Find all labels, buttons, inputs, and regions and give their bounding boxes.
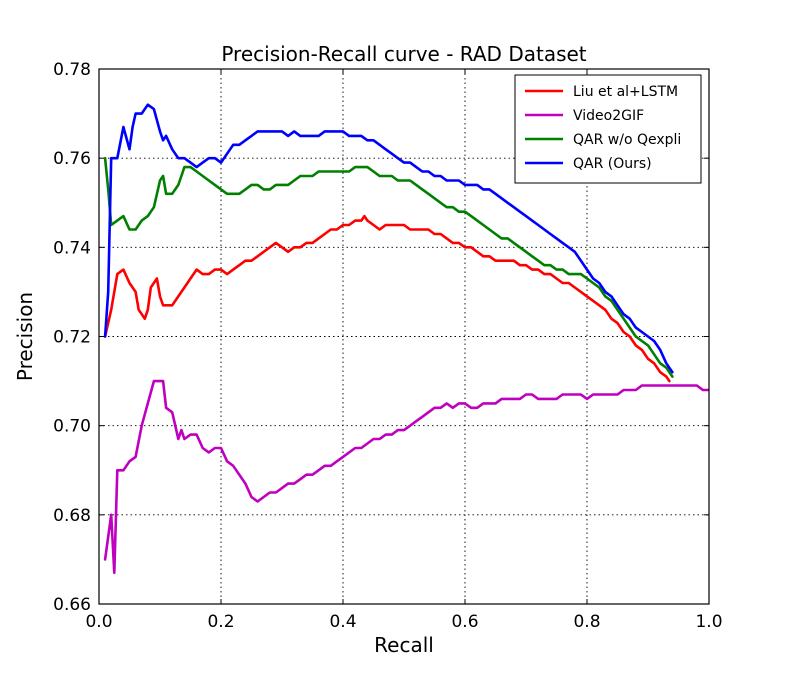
x-tick-labels: 0.0 0.2 0.4 0.6 0.8 1.0 [85,612,722,632]
axis-ticks [98,68,710,605]
x-tick-label: 0.2 [207,612,234,632]
legend-box [514,74,702,184]
chart-title: Precision-Recall curve - RAD Dataset [221,42,586,66]
grid-lines [99,69,709,604]
series-line-liu-et-al-lstm [103,214,671,383]
y-tick-label: 0.68 [53,506,91,526]
y-tick-label: 0.66 [53,595,91,615]
y-tick-label: 0.78 [53,60,91,80]
x-tick-label: 1.0 [695,612,722,632]
y-tick-label: 0.76 [53,149,91,169]
legend-label: Liu et al+LSTM [573,84,678,100]
legend-label: QAR w/o Qexpli [573,132,681,148]
series-lines [103,103,709,575]
series-line-qar-ours [103,103,674,374]
y-tick-label: 0.74 [53,238,91,258]
legend: Liu et al+LSTM Video2GIF QAR w/o Qexpli QAR… [514,74,702,184]
legend-label: QAR (Ours) [573,156,652,172]
x-axis-label: Recall [374,633,434,657]
x-tick-label: 0.4 [329,612,356,632]
y-tick-label: 0.70 [53,417,91,437]
x-tick-label: 0.8 [573,612,600,632]
legend-entries: Liu et al+LSTM Video2GIF QAR w/o Qexpli QAR… [525,84,681,172]
y-tick-label: 0.72 [53,328,91,348]
legend-label: Video2GIF [573,108,644,124]
y-axis-label: Precision [13,292,37,381]
series-line-qar-w-o-qexpli [103,156,674,378]
x-tick-label: 0.0 [85,612,112,632]
series-line-video2gif [103,379,709,575]
x-tick-label: 0.6 [451,612,478,632]
y-tick-labels: 0.66 0.68 0.70 0.72 0.74 0.76 0.78 [53,60,91,615]
